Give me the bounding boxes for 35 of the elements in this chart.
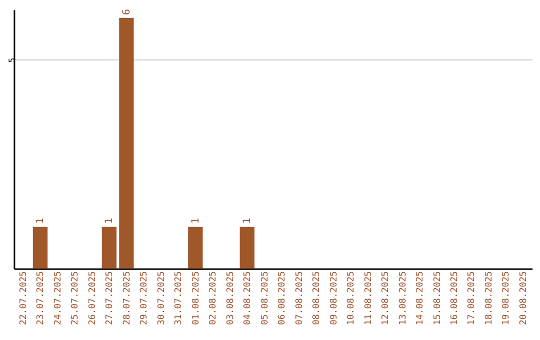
x-tick-label: 25.07.2025 xyxy=(70,271,81,326)
x-tick-label: 09.08.2025 xyxy=(329,271,340,326)
x-tick-label: 24.07.2025 xyxy=(53,271,64,326)
x-tick-label: 10.08.2025 xyxy=(346,271,357,326)
data-label: 1 xyxy=(190,218,202,224)
x-tick-label: 29.07.2025 xyxy=(140,271,150,326)
x-tick-label: 30.07.2025 xyxy=(156,271,167,326)
data-label: 6 xyxy=(121,8,132,15)
x-tick-label: 31.07.2025 xyxy=(174,271,184,326)
x-tick-label: 07.08.2025 xyxy=(294,271,305,326)
x-tick-label: 17.08.2025 xyxy=(467,271,478,326)
data-label: 1 xyxy=(35,218,46,224)
x-tick-label: 22.07.2025 xyxy=(18,271,29,326)
x-tick-label: 04.08.2025 xyxy=(243,271,254,326)
x-tick-label: 01.08.2025 xyxy=(191,271,202,326)
x-tick-label: 11.08.2025 xyxy=(364,271,374,326)
x-tick-label: 28.07.2025 xyxy=(122,271,132,326)
x-tick-label: 26.07.2025 xyxy=(88,271,98,326)
x-tick-label: 12.08.2025 xyxy=(381,271,392,326)
x-tick-label: 02.08.2025 xyxy=(208,271,219,326)
x-tick-label: 16.08.2025 xyxy=(450,271,460,326)
x-tick-label: 20.08.2025 xyxy=(518,271,529,326)
data-label: 1 xyxy=(242,218,254,224)
x-tick-label: 27.07.2025 xyxy=(105,271,116,326)
x-tick-label: 06.08.2025 xyxy=(278,271,288,326)
x-tick-label: 14.08.2025 xyxy=(416,271,426,326)
x-tick-label: 23.07.2025 xyxy=(36,271,46,326)
x-tick-label: 08.08.2025 xyxy=(312,271,322,326)
x-tick-label: 15.08.2025 xyxy=(432,271,443,326)
x-tick-label: 18.08.2025 xyxy=(484,271,494,326)
x-tick-label: 13.08.2025 xyxy=(398,271,408,326)
data-label: 1 xyxy=(104,218,116,224)
x-tick-label: 19.08.2025 xyxy=(502,271,512,326)
x-tick-label: 03.08.2025 xyxy=(226,271,236,326)
x-tick-label: 05.08.2025 xyxy=(260,271,270,326)
